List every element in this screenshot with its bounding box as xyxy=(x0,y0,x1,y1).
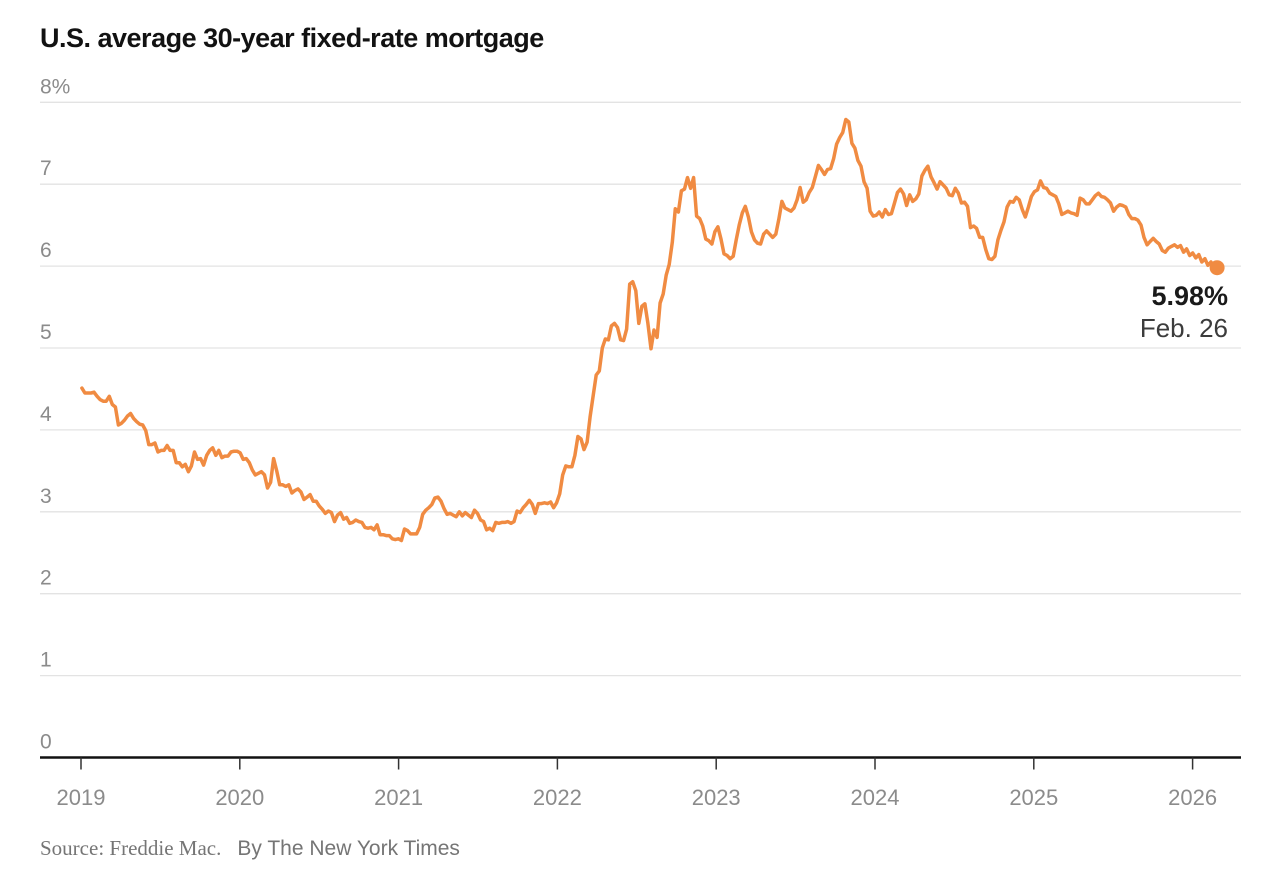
rate-line xyxy=(80,117,1219,543)
y-axis-label: 7 xyxy=(40,157,52,180)
source-text: Source: Freddie Mac. xyxy=(40,836,222,860)
latest-date-label: Feb. 26 xyxy=(1139,313,1228,343)
x-axis-year-label: 2020 xyxy=(215,785,264,810)
y-axis-label: 4 xyxy=(40,403,52,426)
y-axis-label: 3 xyxy=(40,485,52,508)
latest-value-label: 5.98% xyxy=(1151,281,1228,311)
x-axis-year-label: 2023 xyxy=(692,785,741,810)
source-line: Source: Freddie Mac. By The New York Time… xyxy=(40,836,460,861)
x-axis-year-label: 2019 xyxy=(57,785,106,810)
y-axis-label: 5 xyxy=(40,321,52,344)
byline-text: By The New York Times xyxy=(237,837,460,860)
latest-value-annotation: 5.98% Feb. 26 xyxy=(1140,281,1228,343)
latest-point-dot xyxy=(1209,260,1225,276)
x-axis-year-label: 2021 xyxy=(374,785,423,810)
x-axis-year-label: 2025 xyxy=(1009,785,1058,810)
chart-title: U.S. average 30-year fixed-rate mortgage xyxy=(40,23,544,53)
x-axis-year-label: 2024 xyxy=(851,785,900,810)
y-axis-label: 6 xyxy=(40,239,52,262)
x-axis-year-label: 2026 xyxy=(1168,785,1217,810)
x-axis-year-label: 2022 xyxy=(533,785,582,810)
y-axis-label: 8% xyxy=(40,75,70,98)
y-axis-label: 0 xyxy=(40,731,52,754)
y-axis-label: 1 xyxy=(40,649,52,672)
y-axis-label: 2 xyxy=(40,567,52,590)
